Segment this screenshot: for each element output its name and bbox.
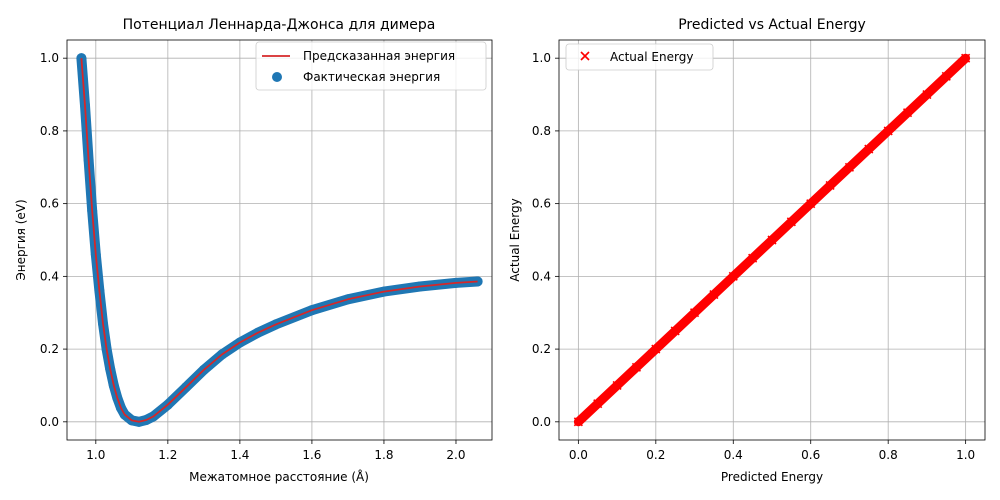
chart1-x-axis-label: Межатомное расстояние (Å) bbox=[189, 469, 369, 484]
chart1-frame bbox=[66, 39, 493, 441]
chart1-legend-box bbox=[255, 41, 487, 91]
chart2-x-axis-label: Predicted Energy bbox=[721, 470, 823, 484]
chart2-x-ticks: 0.0 0.2 0.4 0.6 0.8 1.0 bbox=[569, 440, 975, 462]
chart2-legend: Actual Energy bbox=[565, 43, 714, 71]
chart2-x-marker bbox=[825, 180, 835, 191]
chart2-x-marker bbox=[709, 289, 719, 300]
chart1-scatter-band bbox=[76, 53, 483, 427]
chart2-y-ticks: 0.0 0.2 0.4 0.6 0.8 1.0 bbox=[532, 51, 559, 429]
chart2-y-tick-label: 1.0 bbox=[532, 51, 551, 65]
chart2-x-tick-label: 0.0 bbox=[569, 448, 588, 462]
chart1-series-line bbox=[80, 58, 478, 423]
chart2-x-marker bbox=[806, 199, 816, 209]
chart2-x-marker bbox=[941, 71, 951, 81]
chart2-legend-x-swatch bbox=[580, 51, 590, 61]
chart2-x-tick-label: 0.8 bbox=[879, 448, 898, 462]
chart1-title: Потенциал Леннарда-Джонса для димера bbox=[123, 17, 436, 33]
chart2-data bbox=[573, 53, 971, 427]
chart2-x-marker bbox=[651, 344, 661, 354]
chart2-x-tick-label: 0.6 bbox=[801, 448, 820, 462]
chart2-x-marker bbox=[670, 326, 680, 336]
chart2-x-marker bbox=[593, 399, 603, 409]
chart1-data bbox=[76, 53, 483, 427]
chart2-grid bbox=[559, 40, 985, 440]
chart2-x-marker bbox=[902, 108, 913, 118]
chart1-x-tick-label: 1.0 bbox=[86, 448, 105, 462]
chart2-x-marker bbox=[573, 417, 583, 427]
chart2-x-marker bbox=[844, 162, 855, 172]
chart2-y-tick-label: 0.4 bbox=[532, 269, 551, 283]
chart2-x-marker bbox=[631, 362, 642, 372]
chart1-grid bbox=[67, 40, 492, 440]
chart1-x-tick-label: 1.4 bbox=[230, 448, 249, 462]
chart2-y-tick-label: 0.8 bbox=[532, 124, 551, 138]
chart1-legend-label-predicted: Предсказанная энергия bbox=[303, 49, 455, 63]
chart1-x-tick-label: 2.0 bbox=[446, 448, 465, 462]
chart2-x-marker bbox=[864, 144, 874, 154]
chart2-legend-label-actual: Actual Energy bbox=[610, 50, 693, 64]
chart2-y-tick-label: 0.6 bbox=[532, 197, 551, 211]
predicted-vs-actual-chart: Predicted vs Actual Energy 0.0 0.2 0.4 0.6 0… bbox=[508, 17, 986, 484]
chart2-x-marker bbox=[728, 271, 738, 281]
chart2-x-marker bbox=[612, 380, 622, 391]
chart1-y-axis-label: Энергия (eV) bbox=[14, 199, 28, 280]
chart2-x-marker bbox=[767, 235, 777, 245]
chart1-x-tick-label: 1.2 bbox=[158, 448, 177, 462]
chart2-title: Predicted vs Actual Energy bbox=[678, 17, 866, 33]
chart1-x-tick-label: 1.6 bbox=[302, 448, 321, 462]
chart1-y-tick-label: 0.2 bbox=[40, 342, 59, 356]
chart2-x-tick-label: 0.2 bbox=[646, 448, 665, 462]
chart2-x-tick-label: 1.0 bbox=[956, 448, 975, 462]
chart2-x-marker bbox=[883, 126, 893, 136]
chart2-x-tick-label: 0.4 bbox=[724, 448, 743, 462]
chart1-y-tick-label: 0.6 bbox=[40, 197, 59, 211]
chart1-y-tick-label: 0.4 bbox=[40, 269, 59, 283]
chart2-y-tick-label: 0.2 bbox=[532, 342, 551, 356]
chart1-legend-label-actual: Фактическая энергия bbox=[303, 70, 440, 84]
chart1-y-tick-label: 0.0 bbox=[40, 415, 59, 429]
chart2-x-marker bbox=[748, 253, 758, 263]
chart2-y-tick-label: 0.0 bbox=[532, 415, 551, 429]
chart1-y-tick-label: 1.0 bbox=[40, 51, 59, 65]
chart2-y-axis-label: Actual Energy bbox=[508, 198, 522, 281]
chart2-x-marker bbox=[961, 53, 971, 63]
chart1-x-ticks: 1.0 1.2 1.4 1.6 1.8 2.0 bbox=[86, 440, 466, 462]
chart1-legend-dot-swatch bbox=[272, 72, 282, 82]
chart2-x-marker bbox=[922, 89, 932, 100]
chart1-legend: Предсказанная энергия Фактическая энерги… bbox=[255, 41, 487, 91]
chart2-x-marker bbox=[689, 308, 700, 318]
chart1-y-ticks: 0.0 0.2 0.4 0.6 0.8 1.0 bbox=[40, 51, 67, 429]
lj-potential-chart: Потенциал Леннарда-Джонса для димера 1.0… bbox=[14, 17, 493, 484]
chart2-legend-box bbox=[565, 43, 714, 71]
chart2-frame bbox=[558, 39, 986, 441]
chart2-x-marker bbox=[786, 217, 796, 227]
chart1-x-tick-label: 1.8 bbox=[374, 448, 393, 462]
chart1-y-tick-label: 0.8 bbox=[40, 124, 59, 138]
